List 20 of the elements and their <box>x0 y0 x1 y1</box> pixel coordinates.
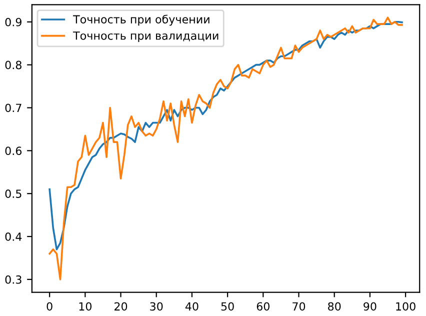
x-tick-label: 80 <box>328 302 341 311</box>
x-tick-label: 0 <box>46 302 52 311</box>
y-tick-label: 0.3 <box>5 275 22 284</box>
y-tick-label: 0.7 <box>5 104 22 112</box>
y-tick-label: 0.6 <box>5 146 22 156</box>
legend-label: Точность при валидации <box>73 32 218 42</box>
x-tick-label: 50 <box>221 302 234 311</box>
x-tick-label: 100 <box>396 302 416 311</box>
y-tick-label: 0.8 <box>5 60 22 70</box>
legend-label: Точность при обучении <box>73 14 210 26</box>
y-tick-label: 0.4 <box>5 232 22 241</box>
x-tick-label: 60 <box>256 302 270 311</box>
x-tick-label: 40 <box>185 302 198 311</box>
y-tick-label: 0.5 <box>5 190 22 198</box>
x-tick-label: 30 <box>150 302 163 311</box>
x-tick-label: 70 <box>292 302 306 311</box>
x-tick-label: 10 <box>79 302 92 311</box>
x-tick-label: 90 <box>364 302 376 311</box>
y-tick-label: 0.9 <box>5 18 22 26</box>
x-tick-label: 20 <box>114 302 128 311</box>
